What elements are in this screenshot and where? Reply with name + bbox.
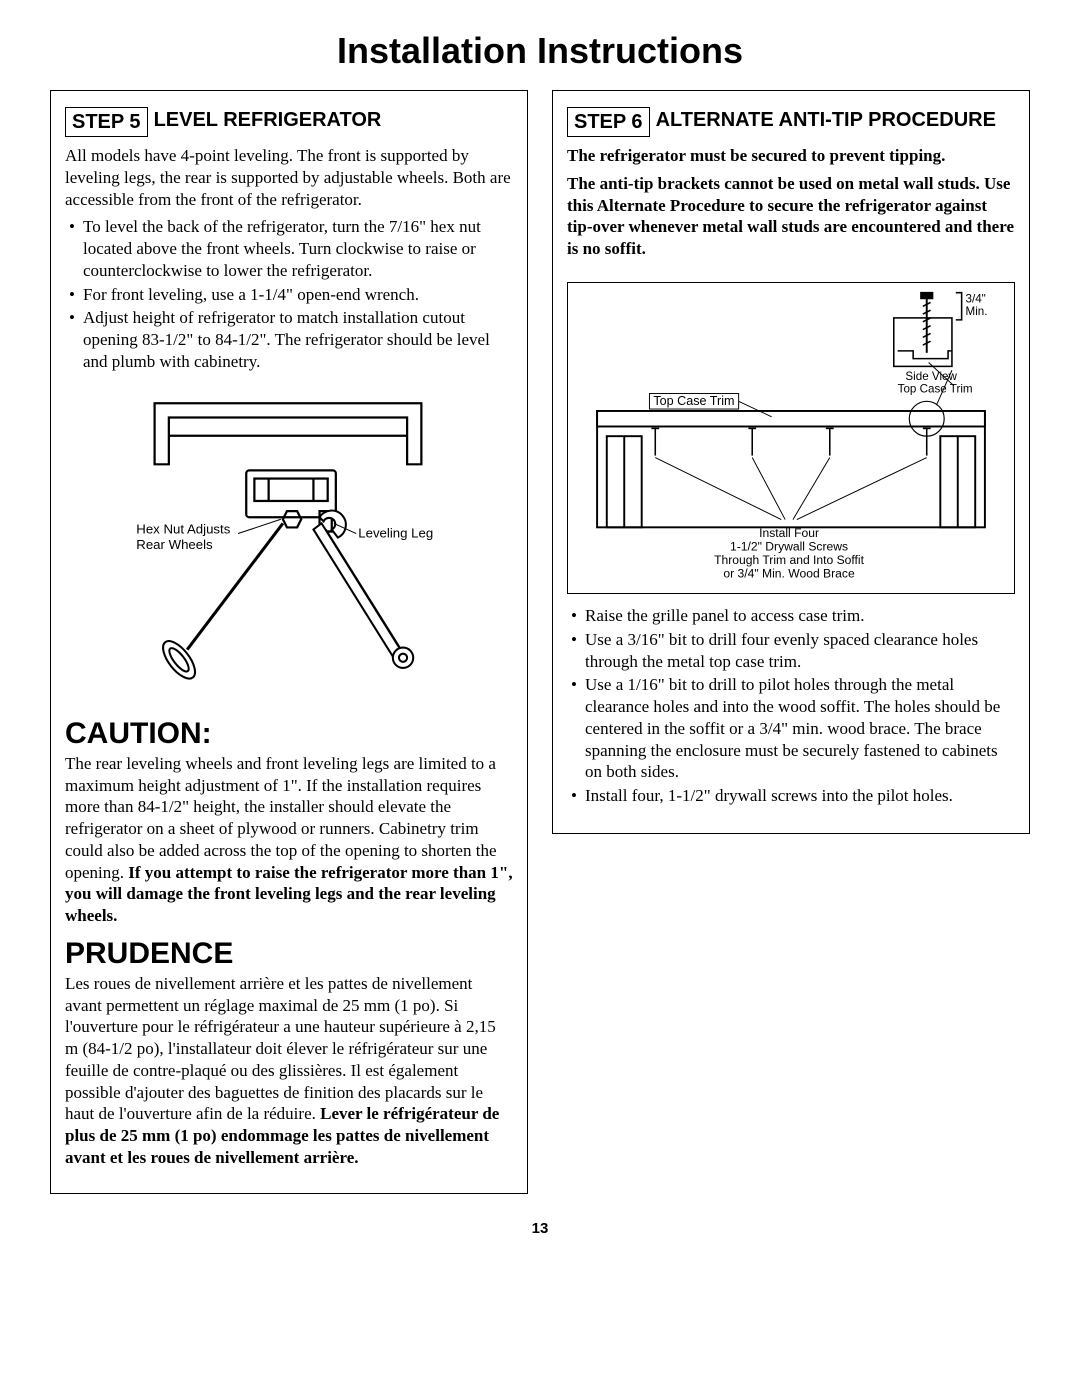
page-title: Installation Instructions [50, 30, 1030, 72]
antitip-diagram: 3/4" Min. Side View Top Case Trim [567, 282, 1015, 594]
diag2-toptrim2: Top Case Trim [898, 382, 973, 395]
step5-intro: All models have 4-point leveling. The fr… [65, 145, 513, 210]
right-column: STEP 6 ALTERNATE ANTI-TIP PROCEDURE The r… [552, 90, 1030, 834]
step6-bullet: Raise the grille panel to access case tr… [567, 605, 1015, 627]
diagram-label-leg: Leveling Leg [358, 525, 433, 540]
prudence-body-text: Les roues de nivellement arrière et les … [65, 974, 496, 1124]
diag2-note1: Install Four [759, 526, 819, 540]
step5-bullets: To level the back of the refrigerator, t… [65, 216, 513, 372]
diag2-toptrim: Top Case Trim [653, 394, 734, 408]
prudence-heading: PRUDENCE [65, 937, 513, 971]
caution-heading: CAUTION: [65, 717, 513, 751]
left-column: STEP 5 LEVEL REFRIGERATOR All models have… [50, 90, 528, 1194]
diag2-min1: 3/4" [966, 292, 986, 305]
step5-bullet: Adjust height of refrigerator to match i… [65, 307, 513, 372]
step6-bullet: Install four, 1-1/2" drywall screws into… [567, 785, 1015, 807]
step5-bullet: For front leveling, use a 1-1/4" open-en… [65, 284, 513, 306]
step5-title: LEVEL REFRIGERATOR [154, 109, 382, 131]
step6-heading: STEP 6 ALTERNATE ANTI-TIP PROCEDURE [567, 107, 1015, 137]
step6-bullet: Use a 1/16" bit to drill to pilot holes … [567, 674, 1015, 783]
caution-body-bold: If you attempt to raise the refrigerator… [65, 863, 513, 926]
two-column-layout: STEP 5 LEVEL REFRIGERATOR All models have… [50, 90, 1030, 1194]
step6-title: ALTERNATE ANTI-TIP PROCEDURE [656, 109, 996, 131]
diag2-note2: 1-1/2" Drywall Screws [730, 539, 848, 553]
leveling-diagram: Hex Nut Adjusts Rear Wheels Leveling Leg [65, 391, 513, 696]
caution-body: The rear leveling wheels and front level… [65, 753, 513, 927]
diag2-note3: Through Trim and Into Soffit [714, 553, 865, 567]
page-number: 13 [50, 1220, 1030, 1237]
step6-bold1: The refrigerator must be secured to prev… [567, 145, 1015, 167]
step6-bullet: Use a 3/16" bit to drill four evenly spa… [567, 629, 1015, 673]
diagram-label-hex1: Hex Nut Adjusts [136, 521, 230, 536]
diag2-min2: Min. [966, 305, 988, 318]
step5-box: STEP 5 [65, 107, 148, 137]
step6-bold2: The anti-tip brackets cannot be used on … [567, 173, 1015, 260]
diagram-label-hex2: Rear Wheels [136, 536, 213, 551]
step6-bullets: Raise the grille panel to access case tr… [567, 605, 1015, 807]
step5-bullet: To level the back of the refrigerator, t… [65, 216, 513, 281]
step6-box: STEP 6 [567, 107, 650, 137]
diag2-note4: or 3/4" Min. Wood Brace [723, 566, 855, 580]
prudence-body: Les roues de nivellement arrière et les … [65, 973, 513, 1169]
step5-heading: STEP 5 LEVEL REFRIGERATOR [65, 107, 513, 137]
